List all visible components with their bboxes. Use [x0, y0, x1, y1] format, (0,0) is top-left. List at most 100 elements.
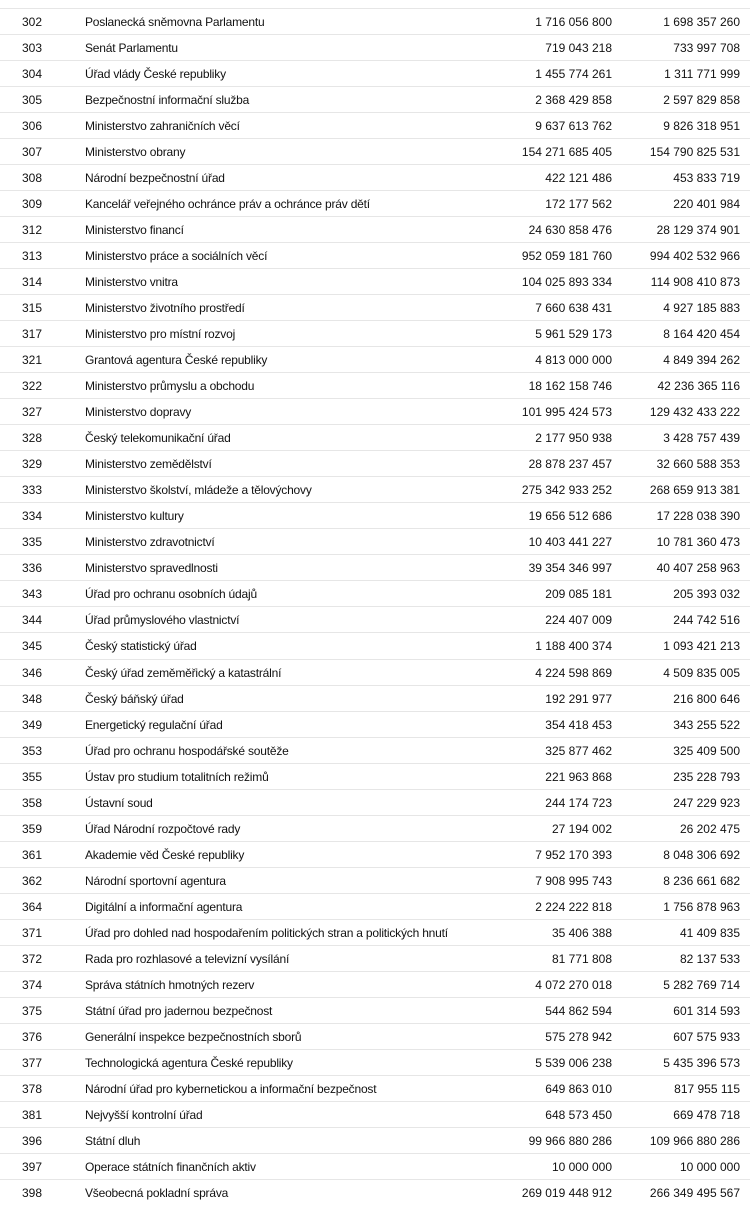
- amount-2: 266 349 495 567: [649, 1185, 740, 1200]
- chapter-name: Správa státních hmotných rezerv: [85, 977, 255, 992]
- chapter-code: 315: [22, 301, 43, 316]
- chapter-name: Český telekomunikační úřad: [85, 431, 231, 446]
- amount-1: 39 354 346 997: [528, 561, 612, 576]
- amount-1: 5 961 529 173: [535, 327, 612, 342]
- chapter-code: 327: [22, 405, 43, 420]
- chapter-name: Národní bezpečnostní úřad: [85, 171, 225, 186]
- chapter-name: Ministerstvo zemědělství: [85, 457, 212, 472]
- amount-1: 18 162 158 746: [528, 379, 612, 394]
- chapter-name: Úřad vlády České republiky: [85, 67, 226, 82]
- chapter-code: 398: [22, 1185, 43, 1200]
- table-row: 359 Úřad Národní rozpočtové rady 27 194 00…: [0, 814, 750, 842]
- table-row: 303 Senát Parlamentu 719 043 218 733 997 70…: [0, 34, 750, 61]
- amount-1: 104 025 893 334: [521, 275, 612, 290]
- table-row: 308 Národní bezpečnostní úřad 422 121 486 4…: [0, 164, 750, 191]
- table-row: 315 Ministerstvo životního prostředí 7 660…: [0, 294, 750, 321]
- chapter-code: 345: [22, 639, 43, 654]
- chapter-code: 304: [22, 67, 43, 82]
- amount-1: 4 813 000 000: [535, 353, 612, 368]
- chapter-name: Energetický regulační úřad: [85, 717, 223, 732]
- chapter-name: Technologická agentura České republiky: [85, 1055, 293, 1070]
- chapter-name: Ministerstvo kultury: [85, 509, 184, 524]
- chapter-name: Kancelář veřejného ochránce práv a ochrá…: [85, 197, 370, 212]
- chapter-name: Úřad Národní rozpočtové rady: [85, 821, 241, 836]
- chapter-name: Bezpečnostní informační služba: [85, 93, 250, 108]
- table-row: 361 Akademie věd České republiky 7 952 170…: [0, 840, 750, 868]
- chapter-name: Ministerstvo financí: [85, 223, 184, 238]
- chapter-code: 362: [22, 873, 43, 888]
- chapter-name: Ústav pro studium totalitních režimů: [85, 769, 269, 784]
- table-row: 372 Rada pro rozhlasové a televizní vysíl…: [0, 944, 750, 972]
- chapter-code: 334: [22, 509, 43, 524]
- chapter-name: Ministerstvo průmyslu a obchodu: [85, 379, 255, 394]
- chapter-name: Ministerstvo dopravy: [85, 405, 192, 420]
- table-row: 364 Digitální a informační agentura 2 224 …: [0, 892, 750, 920]
- chapter-name: Rada pro rozhlasové a televizní vysílání: [85, 951, 290, 966]
- amount-2: 8 236 661 682: [663, 873, 740, 888]
- chapter-name: Poslanecká sněmovna Parlamentu: [85, 15, 265, 29]
- chapter-code: 303: [22, 41, 43, 56]
- amount-2: 114 908 410 873: [650, 275, 740, 290]
- chapter-code: 329: [22, 457, 43, 472]
- amount-2: 1 311 771 999: [664, 67, 740, 82]
- chapter-code: 378: [22, 1081, 43, 1096]
- table-row: 306 Ministerstvo zahraničních věcí 9 637 6…: [0, 112, 750, 139]
- amount-1: 648 573 450: [545, 1107, 612, 1122]
- chapter-name: Státní úřad pro jadernou bezpečnost: [85, 1003, 273, 1018]
- chapter-code: 312: [22, 223, 43, 238]
- chapter-code: 328: [22, 431, 43, 446]
- chapter-name: Národní sportovní agentura: [85, 873, 226, 888]
- chapter-name: Ministerstvo zahraničních věcí: [85, 119, 240, 134]
- chapter-name: Generální inspekce bezpečnostních sborů: [85, 1029, 302, 1044]
- chapter-code: 309: [22, 197, 43, 212]
- chapter-code: 348: [22, 691, 43, 706]
- amount-2: 669 478 718: [673, 1107, 740, 1122]
- chapter-code: 359: [22, 821, 43, 836]
- amount-2: 109 966 880 286: [649, 1133, 740, 1148]
- chapter-name: Ministerstvo spravedlnosti: [85, 561, 218, 576]
- table-row: 371 Úřad pro dohled nad hospodařením poli…: [0, 918, 750, 946]
- amount-2: 247 229 923: [673, 795, 740, 810]
- chapter-code: 349: [22, 717, 43, 732]
- chapter-code: 355: [22, 769, 43, 784]
- chapter-code: 335: [22, 535, 43, 550]
- chapter-name: Senát Parlamentu: [85, 41, 178, 56]
- chapter-name: Nejvyšší kontrolní úřad: [85, 1107, 203, 1122]
- amount-1: 10 000 000: [551, 1159, 612, 1174]
- amount-1: 221 963 868: [545, 769, 612, 784]
- amount-2: 994 402 532 966: [649, 249, 740, 264]
- amount-1: 7 908 995 743: [535, 873, 612, 888]
- amount-2: 4 927 185 883: [663, 301, 740, 316]
- amount-1: 7 952 170 393: [535, 847, 612, 862]
- amount-1: 28 878 237 457: [528, 457, 612, 472]
- amount-2: 4 509 835 005: [663, 665, 740, 680]
- chapter-code: 344: [22, 613, 43, 628]
- chapter-name: Grantová agentura České republiky: [85, 353, 268, 368]
- table-row: 344 Úřad průmyslového vlastnictví 224 407 …: [0, 606, 750, 633]
- amount-2: 28 129 374 901: [656, 223, 740, 238]
- amount-1: 4 072 270 018: [535, 977, 612, 992]
- amount-2: 453 833 719: [673, 171, 740, 186]
- table-row: 396 Státní dluh 99 966 880 286 109 966 880 …: [0, 1126, 750, 1154]
- amount-1: 192 291 977: [545, 691, 612, 706]
- table-row: 336 Ministerstvo spravedlnosti 39 354 346 …: [0, 554, 750, 581]
- chapter-code: 353: [22, 743, 43, 758]
- table-row: 317 Ministerstvo pro místní rozvoj 5 961 5…: [0, 320, 750, 347]
- table-row: 349 Energetický regulační úřad 354 418 453…: [0, 710, 750, 738]
- amount-1: 354 418 453: [545, 717, 612, 732]
- table-row: 346 Český úřad zeměměřický a katastrální 4…: [0, 658, 750, 686]
- chapter-name: Ministerstvo obrany: [85, 145, 186, 160]
- amount-2: 10 781 360 473: [656, 535, 740, 550]
- table-row: 398 Všeobecná pokladní správa 269 019 448 …: [0, 1178, 750, 1206]
- chapter-name: Akademie věd České republiky: [85, 847, 245, 862]
- amount-2: 343 255 522: [673, 717, 740, 732]
- table-row: 309 Kancelář veřejného ochránce práv a oc…: [0, 190, 750, 217]
- amount-2: 40 407 258 963: [656, 561, 740, 576]
- amount-2: 1 093 421 213: [663, 639, 740, 654]
- table-row: 376 Generální inspekce bezpečnostních sbo…: [0, 1022, 750, 1050]
- chapter-name: Ministerstvo školství, mládeže a tělovýc…: [85, 483, 312, 498]
- chapter-code: 372: [22, 951, 43, 966]
- amount-1: 4 224 598 869: [535, 665, 612, 680]
- amount-1: 1 188 400 374: [535, 639, 612, 654]
